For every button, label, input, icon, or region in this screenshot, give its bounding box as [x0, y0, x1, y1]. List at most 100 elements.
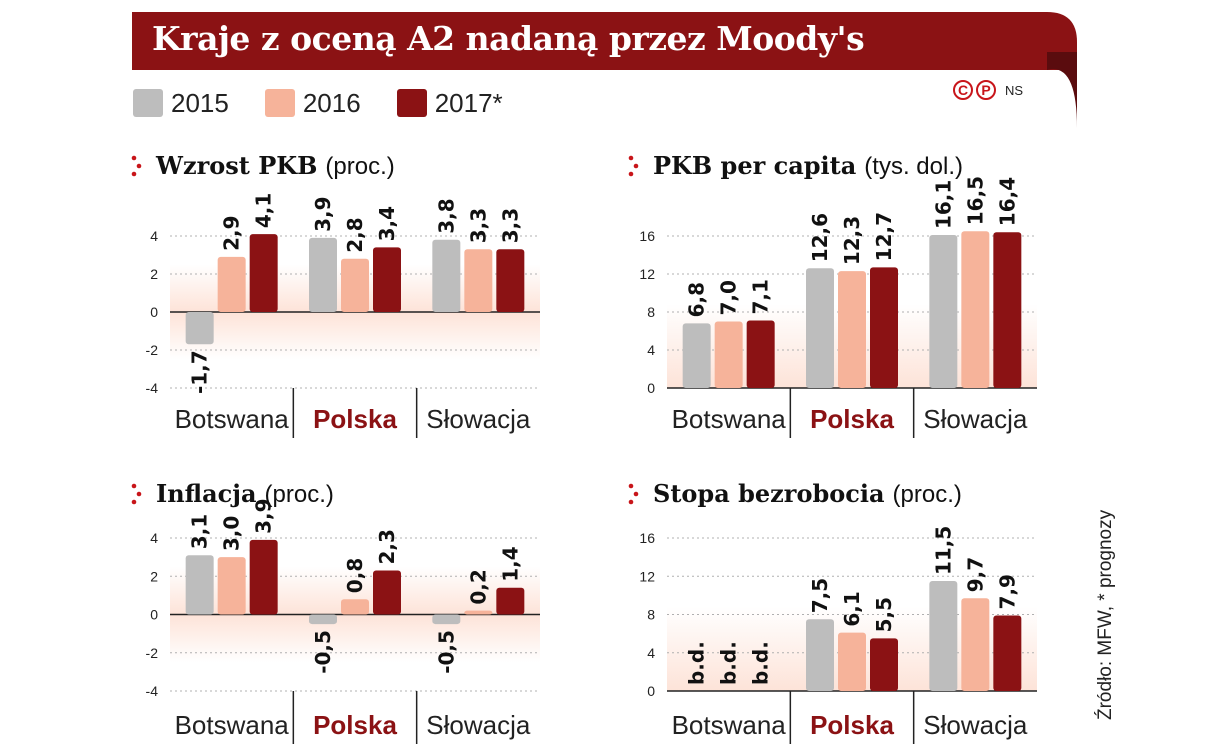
value-label: 2,8	[343, 217, 367, 252]
chart-title-main: Wzrost PKB	[155, 151, 317, 180]
source-note: Źródło: MFW, * prognozy	[1095, 509, 1116, 720]
value-label: 11,5	[931, 526, 955, 575]
bar	[217, 256, 246, 312]
category-label: Polska	[313, 404, 397, 434]
bar	[961, 598, 990, 691]
press-icon: P	[976, 80, 996, 100]
header-banner	[132, 12, 1077, 70]
value-label: 7,9	[995, 574, 1019, 609]
bar	[373, 247, 401, 312]
bar	[682, 323, 711, 388]
y-tick-label: 16	[639, 228, 655, 244]
category-label: Polska	[313, 710, 397, 740]
value-label: 12,6	[808, 213, 832, 262]
category-label: Botswana	[672, 710, 787, 740]
bar	[309, 237, 337, 312]
y-tick-label: -2	[146, 342, 159, 358]
chart-title-main: Inflacja	[156, 479, 257, 508]
category-label: Botswana	[175, 710, 290, 740]
bar	[432, 614, 461, 625]
y-tick-label: 2	[150, 568, 158, 584]
value-label: 0,2	[466, 569, 490, 604]
legend-label-2015: 2015	[171, 87, 229, 118]
legend: 2015 2016 2017*	[133, 86, 539, 120]
bar	[929, 235, 958, 388]
y-tick-label: 16	[639, 530, 655, 546]
header-tab	[1047, 52, 1077, 128]
category-label: Botswana	[672, 404, 787, 434]
bar	[496, 249, 525, 312]
value-label: b.d.	[749, 641, 773, 685]
value-label: 3,1	[188, 514, 212, 549]
y-tick-label: 12	[639, 266, 655, 282]
plot-background-negative	[170, 312, 540, 360]
chart-title-main: PKB per capita	[653, 151, 856, 180]
y-tick-label: 8	[647, 304, 655, 320]
chart-title: Inflacja (proc.)	[156, 479, 334, 508]
chart-title: Stopa bezrobocia (proc.)	[653, 479, 962, 508]
legend-label-2017: 2017*	[434, 87, 503, 118]
legend-label-2016: 2016	[302, 87, 361, 118]
chart-title: PKB per capita (tys. dol.)	[653, 151, 963, 180]
bar	[373, 570, 401, 615]
y-tick-label: -4	[146, 380, 159, 396]
y-tick-label: 4	[647, 342, 655, 358]
legend-item-2015: 2015	[133, 88, 229, 119]
category-label: Słowacja	[426, 710, 531, 740]
chart-title-marker-icon	[131, 155, 142, 177]
value-label: 3,3	[498, 208, 522, 243]
marker-dot	[131, 483, 137, 489]
bar	[806, 268, 834, 388]
value-label: -0,5	[311, 630, 335, 674]
marker-dot	[136, 163, 142, 169]
chart-title-unit: (proc.)	[325, 153, 394, 180]
y-tick-label: 4	[150, 530, 158, 546]
chart-title-unit: (proc.)	[265, 481, 334, 508]
value-label: 3,9	[252, 498, 276, 533]
chart-inflacja: Inflacja (proc.) 4 2 0 -2 -4 3,1 3,0 3,9 Botswana -…	[131, 479, 540, 744]
chart-title: Wzrost PKB (proc.)	[155, 151, 395, 180]
y-tick-label: 4	[647, 645, 655, 661]
bar	[714, 321, 743, 388]
marker-dot	[628, 483, 634, 489]
marker-dot	[136, 491, 142, 497]
marker-dot	[628, 155, 634, 161]
value-label: 7,1	[749, 279, 773, 314]
chart-title-main: Stopa bezrobocia	[653, 479, 885, 508]
bar	[870, 267, 898, 388]
copyright-block: C P NS	[953, 80, 1023, 100]
legend-swatch-2016	[264, 89, 295, 117]
bar	[249, 234, 278, 312]
category-label: Słowacja	[923, 404, 1028, 434]
y-tick-label: 0	[647, 380, 655, 396]
value-label: 3,8	[434, 198, 458, 233]
category-label: Botswana	[175, 404, 290, 434]
value-label: 9,7	[963, 557, 987, 592]
category-label: Słowacja	[426, 404, 531, 434]
value-label: 7,5	[808, 578, 832, 613]
bar	[309, 614, 337, 625]
y-tick-label: 0	[150, 607, 158, 623]
legend-swatch-2015	[133, 89, 163, 117]
chart-title-unit: (tys. dol.)	[864, 153, 963, 180]
bar	[249, 539, 278, 615]
bar	[496, 587, 525, 615]
copyright-icon: C	[953, 80, 973, 100]
bar	[185, 312, 214, 345]
bar	[993, 232, 1022, 388]
category-label: Polska	[810, 404, 894, 434]
bar	[929, 581, 958, 691]
bar	[993, 615, 1022, 691]
bar	[341, 599, 369, 615]
value-label: 16,5	[963, 176, 987, 225]
chart-title-marker-icon	[628, 483, 639, 505]
category-label: Słowacja	[923, 710, 1028, 740]
value-label: 4,1	[252, 193, 276, 228]
marker-dot	[131, 171, 137, 177]
marker-dot	[628, 171, 634, 177]
y-tick-label: 8	[647, 607, 655, 623]
bar	[464, 249, 493, 312]
bar	[838, 271, 866, 388]
value-label: 6,8	[685, 282, 709, 317]
chart-title-marker-icon	[628, 155, 639, 177]
